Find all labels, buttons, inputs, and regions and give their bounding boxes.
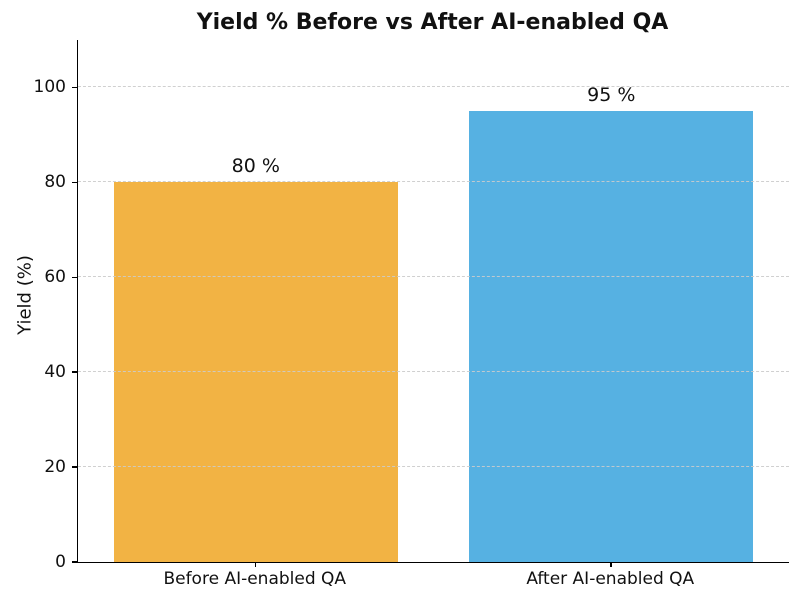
gridline-40: [78, 371, 789, 373]
x-axis-tick: [610, 562, 612, 567]
gridline-80: [78, 181, 789, 183]
y-axis-tick: [72, 371, 77, 373]
gridline-20: [78, 466, 789, 468]
y-axis-tick: [72, 466, 77, 468]
y-tick-label: 100: [33, 77, 66, 98]
plot-area: 80 % 95 %: [77, 40, 789, 563]
y-axis-tick: [72, 561, 77, 563]
x-tick-label: After AI-enabled QA: [526, 569, 695, 589]
bar-value-label: 80 %: [231, 155, 280, 178]
x-axis-tick: [254, 562, 257, 567]
bar-value-label: 95 %: [587, 84, 636, 107]
y-tick-label: 60: [44, 267, 66, 288]
x-tick-label: Before AI-enabled QA: [163, 569, 347, 589]
bar-before: [113, 182, 398, 562]
bar-after: [469, 111, 754, 562]
y-axis-tick: [72, 276, 77, 278]
chart-title: Yield % Before vs After AI-enabled QA: [196, 10, 669, 35]
y-axis-tick: [72, 181, 77, 184]
gridline-60: [78, 276, 789, 278]
y-tick-label: 20: [44, 457, 66, 478]
y-tick-label: 40: [44, 362, 66, 383]
y-axis-tick: [72, 86, 77, 89]
y-tick-label: 80: [44, 172, 66, 193]
gridline-100: [78, 86, 789, 88]
y-tick-label: 0: [55, 552, 66, 572]
